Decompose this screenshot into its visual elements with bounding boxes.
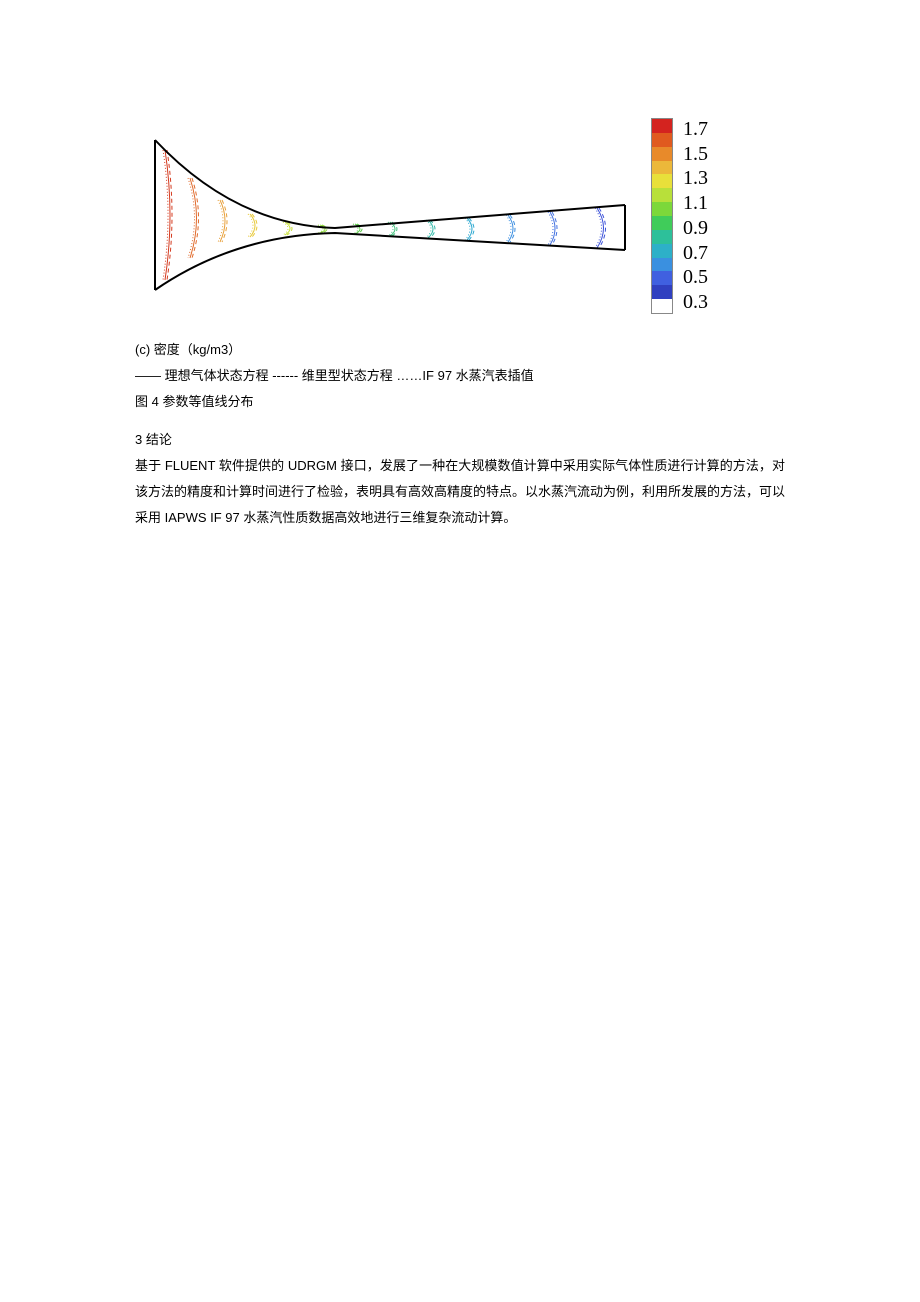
section-3-heading: 3 结论 xyxy=(135,427,785,453)
colorbar-segment xyxy=(652,174,672,188)
colorbar-segment xyxy=(652,147,672,161)
colorbar-segment xyxy=(652,271,672,285)
colorbar-labels: 1.71.51.31.10.90.70.50.3 xyxy=(683,118,708,314)
colorbar-segment xyxy=(652,202,672,216)
figure-4c: 1.71.51.31.10.90.70.50.3 xyxy=(135,100,751,325)
colorbar-segment xyxy=(652,161,672,175)
colorbar-tick-label: 1.1 xyxy=(683,192,708,215)
colorbar-segment xyxy=(652,119,672,133)
colorbar-segment xyxy=(652,244,672,258)
colorbar-tick-label: 0.7 xyxy=(683,242,708,265)
colorbar-tick-label: 0.9 xyxy=(683,217,708,240)
colorbar-tick-label: 1.7 xyxy=(683,118,708,141)
colorbar-segment xyxy=(652,258,672,272)
colorbar-tick-label: 1.3 xyxy=(683,167,708,190)
section-3-paragraph: 基于 FLUENT 软件提供的 UDRGM 接口，发展了一种在大规模数值计算中采… xyxy=(135,453,785,531)
figure-subcaption: (c) 密度（kg/m3） xyxy=(135,337,785,363)
colorbar-segment xyxy=(652,216,672,230)
colorbar-gradient xyxy=(651,118,673,314)
figure-legend-line: —— 理想气体状态方程 ------ 维里型状态方程 ……IF 97 水蒸汽表插… xyxy=(135,363,785,389)
colorbar-tick-label: 1.5 xyxy=(683,143,708,166)
colorbar-segment xyxy=(652,188,672,202)
colorbar-tick-label: 0.3 xyxy=(683,291,708,314)
colorbar-segment xyxy=(652,299,672,313)
figure-caption: 图 4 参数等值线分布 xyxy=(135,389,785,415)
colorbar-segment xyxy=(652,230,672,244)
colorbar: 1.71.51.31.10.90.70.50.3 xyxy=(651,118,751,318)
colorbar-segment xyxy=(652,285,672,299)
page-content: 1.71.51.31.10.90.70.50.3 (c) 密度（kg/m3） —… xyxy=(135,100,785,531)
colorbar-tick-label: 0.5 xyxy=(683,266,708,289)
nozzle-contour-plot xyxy=(145,130,635,300)
colorbar-segment xyxy=(652,133,672,147)
